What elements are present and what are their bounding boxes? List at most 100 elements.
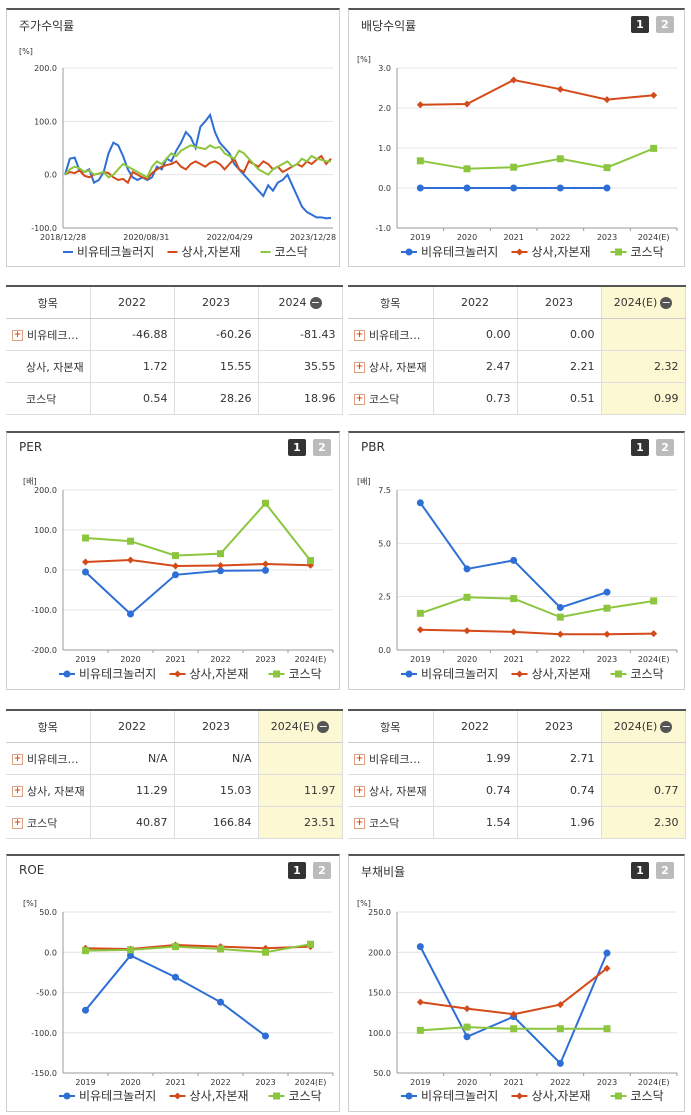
expand-icon[interactable]: + — [354, 362, 365, 373]
axis-unit: [%] — [357, 55, 371, 64]
y-tick-label: 5.0 — [378, 539, 391, 548]
expand-icon[interactable]: + — [12, 754, 23, 765]
legend-label: 코스닥 — [631, 245, 664, 259]
col-header: 2024(E) − — [601, 710, 686, 743]
cell: 40.87 — [90, 806, 175, 839]
row-name: 비유테크… — [27, 752, 79, 766]
table-row: + 코스닥 0.73 0.51 0.99 — [348, 382, 686, 415]
cell: 1.72 — [90, 350, 175, 383]
data-point — [262, 499, 269, 507]
col-header: 2024(E) − — [258, 710, 343, 743]
data-point — [556, 184, 564, 192]
data-point — [463, 184, 471, 192]
data-point — [217, 998, 224, 1006]
legend-marker — [63, 670, 71, 678]
x-tick-label: 2021 — [503, 233, 523, 242]
x-tick-label: 2020 — [457, 1078, 477, 1087]
expand-icon[interactable]: + — [12, 786, 23, 797]
data-point — [463, 1023, 471, 1031]
legend-marker — [516, 1092, 523, 1100]
collapse-icon[interactable]: − — [309, 296, 322, 309]
data-point — [556, 630, 564, 638]
tab-1-button[interactable]: 1 — [288, 439, 306, 456]
legend-marker — [516, 670, 523, 678]
data-point — [262, 566, 269, 574]
data-point — [603, 96, 611, 104]
row-name: 상사, 자본재 — [369, 784, 427, 798]
expand-icon[interactable]: + — [354, 786, 365, 797]
tab-2-button[interactable]: 2 — [656, 16, 674, 33]
legend-label: 상사,자본재 — [190, 667, 249, 681]
collapse-icon[interactable]: − — [660, 720, 673, 733]
tab-2-button[interactable]: 2 — [313, 862, 331, 879]
data-point — [307, 557, 314, 565]
expand-icon[interactable]: + — [354, 818, 365, 829]
x-tick-label: 2022 — [210, 1078, 230, 1087]
data-point — [262, 560, 269, 568]
data-point — [463, 100, 471, 108]
panel-title: 부채비율 — [361, 865, 406, 879]
cell: 11.29 — [90, 774, 175, 807]
data-point — [650, 630, 658, 638]
legend-label: 비유테크놀러지 — [77, 245, 154, 259]
roe-chart-panel: ROE 1 2 [%] 50.0 0.0 -50.0 -100.0 -150.0 2019 2… — [6, 854, 340, 1112]
tab-2-button[interactable]: 2 — [656, 439, 674, 456]
axis-unit: [%] — [19, 47, 33, 56]
row-name: 코스닥 — [6, 382, 91, 415]
y-tick-label: -150.0 — [31, 1069, 57, 1078]
table-row: + 비유테크… N/A N/A — [6, 742, 343, 775]
expand-icon[interactable]: + — [354, 754, 365, 765]
data-point — [556, 155, 564, 163]
collapse-icon[interactable]: − — [660, 296, 673, 309]
cell: 166.84 — [174, 806, 259, 839]
x-tick-label: 2020 — [120, 655, 140, 664]
tab-1-button[interactable]: 1 — [288, 862, 306, 879]
expand-icon[interactable]: + — [354, 330, 365, 341]
data-point — [510, 595, 518, 603]
expand-icon[interactable]: + — [12, 818, 23, 829]
data-point — [127, 946, 134, 954]
col-header: 2023 — [517, 710, 602, 743]
y-tick-label: 1.0 — [378, 144, 391, 153]
tab-2-button[interactable]: 2 — [656, 862, 674, 879]
tab-1-button[interactable]: 1 — [631, 439, 649, 456]
data-point — [510, 1025, 518, 1033]
y-tick-label: 7.5 — [378, 486, 391, 495]
cell: 1.99 — [433, 742, 518, 775]
data-point — [463, 1033, 471, 1041]
data-point — [556, 85, 564, 93]
panel-title: 배당수익률 — [361, 19, 417, 33]
data-point — [603, 184, 611, 192]
cell: 0.74 — [433, 774, 518, 807]
expand-icon[interactable]: + — [12, 330, 23, 341]
cell: 2.21 — [517, 350, 602, 383]
collapse-icon[interactable]: − — [317, 720, 330, 733]
data-point — [650, 597, 658, 605]
data-point — [510, 1010, 518, 1018]
legend-marker — [174, 1092, 181, 1100]
y-tick-label: 200.0 — [34, 486, 57, 495]
data-point — [463, 593, 471, 601]
legend-label: 상사,자본재 — [532, 667, 591, 681]
tab-1-button[interactable]: 1 — [631, 16, 649, 33]
legend-marker — [615, 670, 622, 678]
row-name: 비유테크… — [27, 328, 79, 342]
row-name: 비유테크… — [369, 752, 421, 766]
data-point — [127, 951, 134, 959]
cell: 2.32 — [601, 350, 686, 383]
y-tick-label: 0.0 — [378, 646, 391, 655]
legend-label: 상사,자본재 — [532, 245, 591, 259]
table-row: + 코스닥 40.87 166.84 23.51 — [6, 806, 343, 839]
legend-label: 비유테크놀러지 — [79, 1089, 156, 1103]
cell: N/A — [90, 742, 175, 775]
expand-icon[interactable]: + — [354, 394, 365, 405]
tab-1-button[interactable]: 1 — [631, 862, 649, 879]
x-tick-label: 2018/12/28 — [40, 233, 86, 242]
x-tick-label: 2020 — [457, 655, 477, 664]
data-point — [416, 184, 424, 192]
tab-2-button[interactable]: 2 — [313, 439, 331, 456]
row-name: 상사, 자본재 — [6, 350, 91, 383]
data-point — [556, 604, 564, 612]
dividend-chart: [%] 3.0 2.0 1.0 0.0 -1.0 2019 2020 2021 2022 2023 2… — [357, 55, 678, 259]
col-header: 2024(E) − — [601, 286, 686, 319]
